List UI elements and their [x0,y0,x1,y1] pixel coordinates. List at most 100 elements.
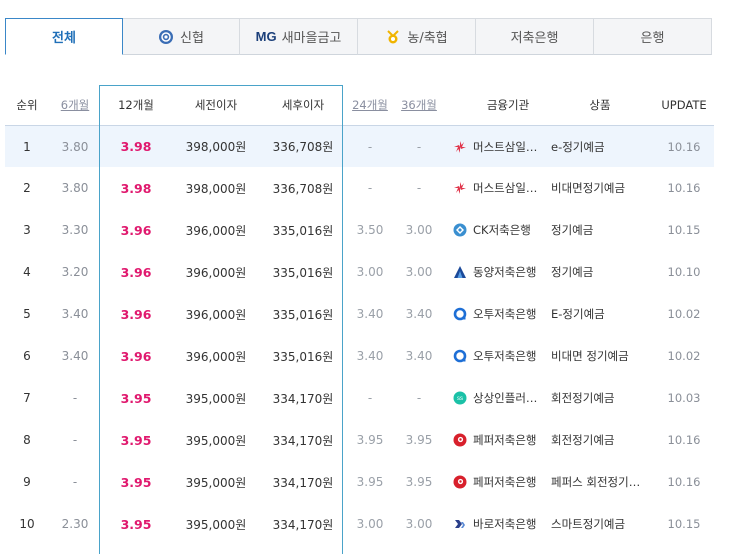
tab-bank-label: 은행 [640,31,665,46]
product-name: 비대면정기예금 [551,181,626,195]
product-name: 페퍼스 회전정기… [551,475,641,489]
product-cell[interactable]: 회전정기예금 [551,419,651,461]
table-row[interactable]: 3 3.30 3.96 396,000원 335,016원 3.50 3.00 CK저축은행 정… [5,209,714,251]
institution-name: CK저축은행 [473,223,531,237]
update-date-cell: 10.03 [667,391,701,405]
rate-12-month-cell: 3.95 [120,516,152,532]
rate-24-month-cell: - [367,391,373,405]
institution-name: 동양저축은행 [473,265,537,279]
product-cell[interactable]: 비대면 정기예금 [551,335,651,377]
product-cell[interactable]: 비대면정기예금 [551,167,651,209]
tab-all[interactable]: 전체 [5,18,123,55]
header-6-month[interactable]: 6개월 [60,97,90,112]
header-12-month[interactable]: 12개월 [118,97,154,112]
header-institution: 금융기관 [486,97,530,112]
rate-12-month-cell: 3.95 [120,390,152,406]
rate-36-month-cell: 3.40 [405,307,433,321]
must-samil-logo-icon [453,140,467,154]
post-tax-interest-cell: 334,170원 [272,517,334,532]
post-tax-interest-cell: 336,708원 [272,181,334,196]
header-36-month[interactable]: 36개월 [401,97,437,112]
institution-cell[interactable]: 오투저축은행 [453,335,548,377]
product-cell[interactable]: 정기예금 [551,251,651,293]
product-name: e-정기예금 [551,139,605,154]
tab-nonghyup[interactable]: 농/축협 [358,18,476,55]
sangsangin-logo-icon: ss [453,391,467,405]
header-product: 상품 [589,97,611,112]
product-cell[interactable]: 페퍼스 회전정기… [551,461,651,503]
must-samil-logo-icon [453,181,467,195]
update-date-cell: 10.02 [667,349,701,363]
institution-cell[interactable]: 머스트삼일… [453,126,548,167]
update-date-cell: 10.02 [667,307,701,321]
tab-savings-bank[interactable]: 저축은행 [476,18,594,55]
post-tax-interest-cell: 335,016원 [272,265,334,280]
rate-12-month-cell: 3.96 [120,222,152,238]
institution-cell[interactable]: 오투저축은행 [453,293,548,335]
pre-tax-interest-cell: 398,000원 [185,181,247,196]
institution-cell[interactable]: 페퍼저축은행 [453,419,548,461]
rate-24-month-cell: 3.40 [356,349,384,363]
rank-cell: 6 [23,349,31,363]
product-name: 회전정기예금 [551,433,615,447]
rate-24-month-cell: 3.40 [356,307,384,321]
rate-6-month-cell: 3.80 [61,139,89,154]
rate-36-month-cell: 3.40 [405,349,433,363]
table-row[interactable]: 1 3.80 3.98 398,000원 336,708원 - - 머스트삼일… e-정기예금 1… [5,125,714,167]
rate-12-month-cell: 3.98 [120,139,152,154]
product-cell[interactable]: 회전정기예금 [551,377,651,419]
table-row[interactable]: 7 - 3.95 395,000원 334,170원 - - ss 상상인플러… 회전정기예금 10… [5,377,714,419]
svg-text:ss: ss [457,396,463,402]
pepper-logo-icon [453,475,467,489]
rank-cell: 1 [23,139,31,154]
rate-24-month-cell: 3.95 [356,433,384,447]
pre-tax-interest-cell: 396,000원 [185,265,247,280]
rate-36-month-cell: - [416,181,422,195]
rank-cell: 2 [23,181,31,195]
product-name: 비대면 정기예금 [551,349,629,363]
institution-cell[interactable]: 머스트삼일… [453,167,548,209]
product-cell[interactable]: 정기예금 [551,209,651,251]
institution-name: 페퍼저축은행 [473,475,537,489]
product-name: 정기예금 [551,223,594,237]
post-tax-interest-cell: 336,708원 [272,140,334,154]
nonghyup-logo-icon [385,29,401,45]
product-name: E-정기예금 [551,307,605,321]
rate-24-month-cell: - [367,139,373,154]
table-row[interactable]: 8 - 3.95 395,000원 334,170원 3.95 3.95 페퍼저축은행 회전정기… [5,419,714,461]
rate-24-month-cell: 3.95 [356,475,384,489]
product-cell[interactable]: e-정기예금 [551,126,651,167]
institution-name: 머스트삼일… [473,181,538,195]
institution-name: 머스트삼일… [473,139,538,154]
tab-mg[interactable]: MG 새마을금고 [240,18,358,55]
institution-cell[interactable]: 바로저축은행 [453,503,548,545]
institution-cell[interactable]: CK저축은행 [453,209,548,251]
tab-bank[interactable]: 은행 [594,18,712,55]
rank-cell: 10 [19,517,35,531]
header-post-tax-interest: 세후이자 [281,97,325,112]
table-row[interactable]: 6 3.40 3.96 396,000원 335,016원 3.40 3.40 오투저축은행 비… [5,335,714,377]
rate-36-month-cell: 3.95 [405,475,433,489]
institution-cell[interactable]: 동양저축은행 [453,251,548,293]
table-row[interactable]: 5 3.40 3.96 396,000원 335,016원 3.40 3.40 오투저축은행 E… [5,293,714,335]
rate-6-month-cell: 3.20 [61,265,89,279]
institution-cell[interactable]: 페퍼저축은행 [453,461,548,503]
pre-tax-interest-cell: 396,000원 [185,349,247,364]
rate-6-month-cell: 3.80 [61,181,89,195]
update-date-cell: 10.16 [667,433,701,447]
rate-36-month-cell: - [416,391,422,405]
update-date-cell: 10.15 [667,517,701,531]
institution-cell[interactable]: ss 상상인플러… [453,377,548,419]
update-date-cell: 10.16 [667,181,701,195]
rate-6-month-cell: 3.40 [61,349,89,363]
product-cell[interactable]: E-정기예금 [551,293,651,335]
institution-name: 오투저축은행 [473,307,537,321]
table-row[interactable]: 4 3.20 3.96 396,000원 335,016원 3.00 3.00 동양저축은행 정… [5,251,714,293]
table-row[interactable]: 10 2.30 3.95 395,000원 334,170원 3.00 3.00 바로저축은행… [5,503,714,545]
table-row[interactable]: 2 3.80 3.98 398,000원 336,708원 - - 머스트삼일… 비대면정기예금… [5,167,714,209]
header-24-month[interactable]: 24개월 [352,97,388,112]
table-row[interactable]: 9 - 3.95 395,000원 334,170원 3.95 3.95 페퍼저축은행 페퍼스 … [5,461,714,503]
tab-shinhyup[interactable]: 신협 [123,18,240,55]
rate-6-month-cell: - [72,391,78,405]
product-cell[interactable]: 스마트정기예금 [551,503,651,545]
